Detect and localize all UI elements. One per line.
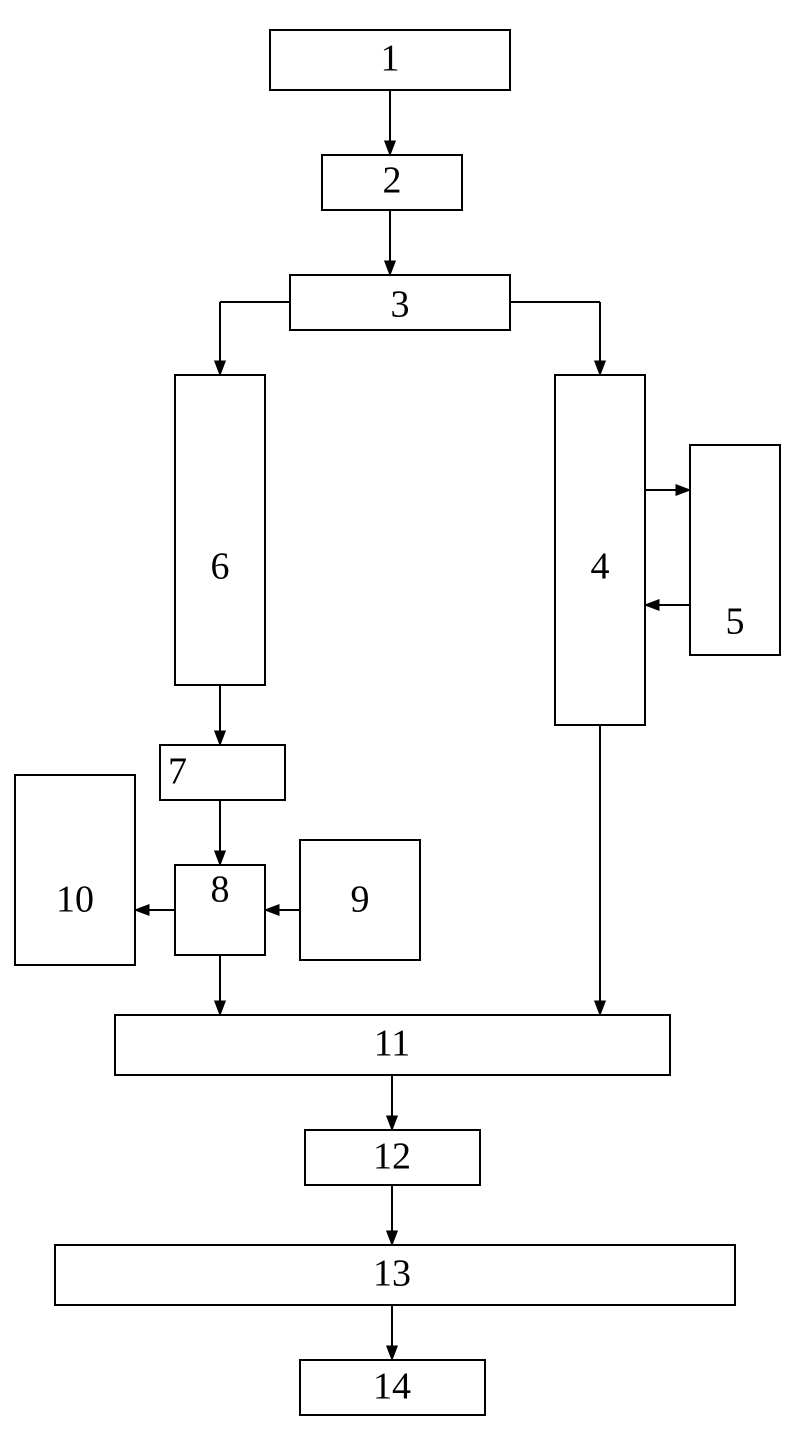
arrowhead xyxy=(387,1346,398,1360)
arrowhead xyxy=(595,1001,606,1015)
flowchart-canvas: 1234567891011121314 xyxy=(0,0,800,1449)
nodes-layer: 1234567891011121314 xyxy=(15,30,780,1415)
node-n12: 12 xyxy=(305,1130,480,1185)
arrowhead xyxy=(265,905,279,916)
node-n14: 14 xyxy=(300,1360,485,1415)
node-label: 12 xyxy=(373,1136,411,1178)
node-label: 11 xyxy=(374,1023,411,1065)
node-label: 6 xyxy=(211,546,230,588)
node-box xyxy=(15,775,135,965)
edge-e1 xyxy=(385,90,396,155)
arrowhead xyxy=(215,361,226,375)
edge-e7 xyxy=(215,685,226,745)
node-n9: 9 xyxy=(300,840,420,960)
edge-e6 xyxy=(645,600,690,611)
node-box xyxy=(175,375,265,685)
edge-e11 xyxy=(215,955,226,1015)
edge-e10 xyxy=(135,905,175,916)
node-label: 3 xyxy=(391,284,410,326)
node-label: 14 xyxy=(373,1366,411,1408)
edge-e2 xyxy=(385,210,396,275)
node-n2: 2 xyxy=(322,155,462,210)
edge-e8 xyxy=(215,800,226,865)
node-label: 8 xyxy=(211,869,230,911)
edge-e9 xyxy=(265,905,300,916)
node-n10: 10 xyxy=(15,775,135,965)
edge-e4b xyxy=(595,302,606,375)
edge-e5 xyxy=(645,485,690,496)
node-n6: 6 xyxy=(175,375,265,685)
node-label: 13 xyxy=(373,1253,411,1295)
node-label: 2 xyxy=(383,160,402,202)
node-n7: 7 xyxy=(160,745,285,800)
arrowhead xyxy=(387,1116,398,1130)
arrowhead xyxy=(215,1001,226,1015)
node-n3: 3 xyxy=(290,275,510,330)
node-label: 9 xyxy=(351,879,370,921)
node-label: 1 xyxy=(381,38,400,80)
arrowhead xyxy=(215,851,226,865)
node-n13: 13 xyxy=(55,1245,735,1305)
arrowhead xyxy=(385,261,396,275)
arrowhead xyxy=(385,141,396,155)
node-label: 10 xyxy=(56,879,94,921)
edge-e13 xyxy=(387,1075,398,1130)
node-n4: 4 xyxy=(555,375,645,725)
arrowhead xyxy=(215,731,226,745)
node-label: 4 xyxy=(591,546,610,588)
node-n1: 1 xyxy=(270,30,510,90)
edge-e14 xyxy=(387,1185,398,1245)
arrowhead xyxy=(595,361,606,375)
arrowhead xyxy=(387,1231,398,1245)
edge-e12 xyxy=(595,725,606,1015)
node-label: 5 xyxy=(726,601,745,643)
arrowhead xyxy=(676,485,690,496)
edge-e3b xyxy=(215,302,226,375)
arrowhead xyxy=(645,600,659,611)
node-n8: 8 xyxy=(175,865,265,955)
arrowhead xyxy=(135,905,149,916)
edge-e15 xyxy=(387,1305,398,1360)
node-label: 7 xyxy=(168,751,187,793)
node-n5: 5 xyxy=(690,445,780,655)
node-n11: 11 xyxy=(115,1015,670,1075)
